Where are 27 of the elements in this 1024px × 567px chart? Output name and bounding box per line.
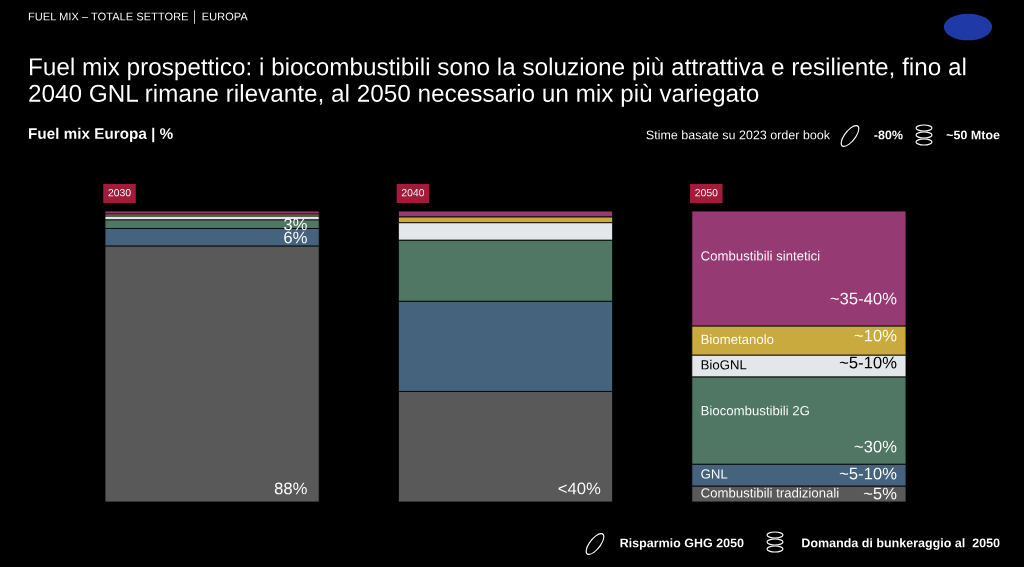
series-label: Combustibili sintetici — [701, 250, 820, 261]
text: -80% — [874, 130, 903, 140]
x-tick-label: 2030 — [108, 188, 131, 197]
chart-title: Fuel mix prospettico: i biocombustibili sono la soluzione più attrattiva e resiliente, fino al 2040 GNL rimane rilevante, al 2050 necessario un mix più variegato — [29, 57, 966, 107]
text: FUEL MIX – TOTALE SETTORE │ EUROPA — [28, 10, 248, 24]
series-label: Combustibili tradizionali — [701, 487, 839, 498]
series-label: BioGNL — [701, 359, 747, 370]
series-label: GNL — [701, 469, 728, 479]
series-label: Biometanolo — [701, 334, 774, 345]
text: ~10% — [854, 329, 897, 342]
data-label: 3% — [284, 218, 307, 231]
text: Stime basate su 2023 order book — [646, 130, 831, 140]
series-label: Biocombustibili 2G — [701, 405, 809, 416]
data-label: 88% — [274, 482, 307, 495]
text: ~5% — [863, 487, 897, 500]
annotation: ~35-40% — [830, 292, 897, 305]
text: ~30% — [854, 440, 897, 453]
text: Risparmio GHG 2050 — [620, 538, 744, 550]
text: ~50 Mtoe — [946, 130, 1000, 140]
x-tick-label: 2040 — [401, 188, 425, 197]
annotation: ~5-10% — [839, 356, 897, 369]
data-label: <40% — [558, 482, 601, 495]
chart-subtitle: Fuel mix Europa | % — [29, 127, 173, 143]
data-label: 6% — [284, 231, 307, 244]
annotation: ~5-10% — [839, 467, 897, 480]
text: Domanda di bunkeraggio al 2050 — [802, 538, 1000, 550]
x-tick-label: 2050 — [695, 188, 718, 197]
